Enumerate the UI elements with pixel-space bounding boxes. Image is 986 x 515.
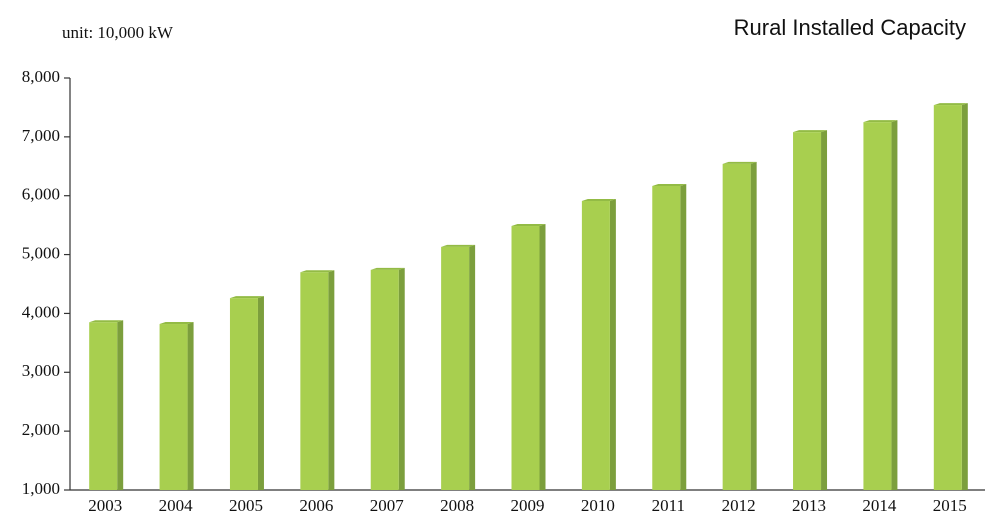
x-tick-label: 2007	[370, 496, 405, 515]
y-tick-label: 4,000	[22, 302, 60, 321]
bar-top	[722, 161, 757, 164]
bar-side	[961, 103, 968, 491]
bar-top	[863, 120, 898, 123]
x-tick-label: 2010	[581, 496, 615, 515]
bar	[933, 105, 962, 491]
bar-side	[750, 161, 757, 490]
bar	[581, 201, 610, 491]
bar-top	[300, 270, 335, 273]
bar-side	[187, 322, 194, 490]
y-tick-label: 2,000	[22, 420, 60, 439]
bar-top	[933, 103, 968, 106]
bar	[652, 186, 681, 490]
bar-side	[821, 130, 828, 491]
bar	[511, 226, 540, 491]
bar-side	[469, 244, 476, 490]
x-tick-label: 2009	[511, 496, 545, 515]
bar	[863, 122, 892, 491]
bar	[89, 322, 118, 490]
x-tick-label: 2005	[229, 496, 263, 515]
x-tick-label: 2004	[159, 496, 194, 515]
bar-top	[229, 296, 264, 299]
y-tick-label: 6,000	[22, 185, 60, 204]
bar-side	[539, 224, 546, 491]
bar-top	[159, 322, 194, 325]
x-tick-label: 2008	[440, 496, 474, 515]
bar-top	[370, 267, 405, 270]
unit-label: unit: 10,000 kW	[62, 23, 174, 42]
y-tick-label: 1,000	[22, 479, 60, 498]
bar-top	[511, 224, 546, 227]
bar-side	[328, 270, 335, 490]
x-tick-label: 2012	[722, 496, 756, 515]
bar	[722, 163, 751, 490]
bar-top	[581, 199, 616, 202]
bar-side	[891, 120, 898, 491]
y-tick-label: 8,000	[22, 67, 60, 86]
x-tick-label: 2015	[933, 496, 967, 515]
bar-side	[117, 320, 124, 490]
bar-side	[609, 199, 616, 491]
bar-top	[89, 320, 124, 323]
y-tick-label: 7,000	[22, 126, 60, 145]
bar-side	[680, 184, 687, 490]
x-tick-label: 2014	[862, 496, 897, 515]
x-tick-label: 2011	[652, 496, 685, 515]
chart-title: Rural Installed Capacity	[734, 15, 966, 40]
bar	[441, 246, 470, 490]
y-tick-label: 3,000	[22, 361, 60, 380]
bar	[159, 324, 188, 490]
bar	[300, 272, 329, 490]
x-tick-label: 2013	[792, 496, 826, 515]
bar-top	[441, 244, 476, 247]
x-tick-label: 2006	[299, 496, 333, 515]
bar-top	[652, 184, 687, 187]
x-tick-label: 2003	[88, 496, 122, 515]
bar-top	[793, 130, 828, 133]
bar	[229, 298, 258, 490]
bar	[793, 132, 822, 491]
bar-side	[398, 267, 405, 490]
y-tick-label: 5,000	[22, 243, 60, 262]
bar	[370, 269, 399, 490]
bar-side	[257, 296, 264, 490]
